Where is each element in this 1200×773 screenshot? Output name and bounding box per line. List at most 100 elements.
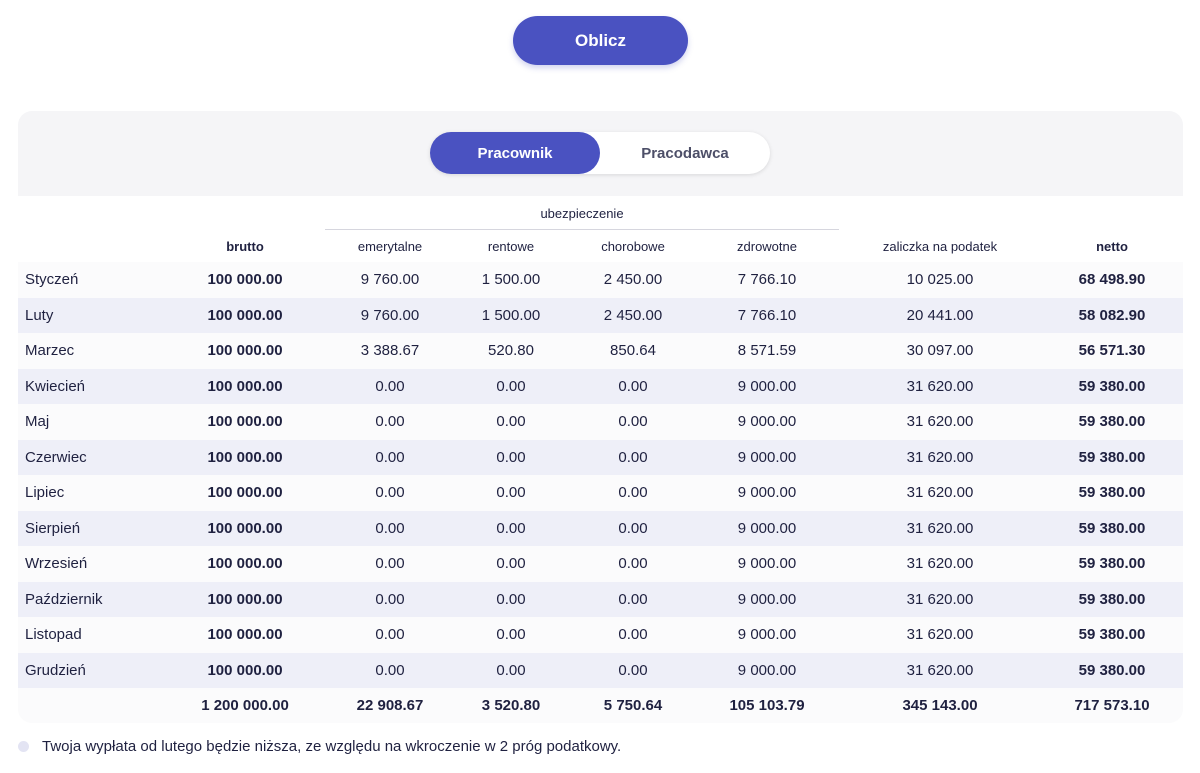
table-row: Kwiecień 100 000.00 0.00 0.00 0.00 9 000.00 31… (18, 368, 1183, 404)
header-net: netto (1096, 239, 1128, 254)
total-pension-cell: 22 908.67 (356, 697, 424, 714)
gross-cell: 100 000.00 (207, 555, 283, 572)
info-note-text: Twoja wypłata od lutego będzie niższa, z… (42, 737, 622, 755)
sickness-cell: 0.00 (618, 448, 648, 466)
tax-cell: 31 620.00 (906, 484, 974, 501)
month-cell: Luty (25, 306, 54, 324)
health-cell: 9 000.00 (737, 484, 797, 501)
gross-cell: 100 000.00 (207, 519, 283, 537)
month-cell: Listopad (25, 626, 82, 643)
net-cell: 58 082.90 (1078, 306, 1146, 324)
pension-cell: 0.00 (375, 377, 405, 395)
tab-employer[interactable]: Pracodawca (641, 144, 729, 162)
table-row: Wrzesień 100 000.00 0.00 0.00 0.00 9 000.00 31… (18, 546, 1183, 582)
header-pension: emerytalne (357, 239, 423, 254)
tax-cell: 30 097.00 (906, 342, 974, 359)
tax-cell: 31 620.00 (906, 661, 974, 679)
table-row: Lipiec 100 000.00 0.00 0.00 0.00 9 000.00 31 6… (18, 475, 1183, 511)
disability-cell: 1 500.00 (481, 271, 541, 288)
sickness-cell: 2 450.00 (603, 271, 663, 288)
disability-cell: 0.00 (496, 377, 526, 395)
totals-row: 1 200 000.00 22 908.67 3 520.80 5 750.64 105… (18, 688, 1183, 723)
month-cell: Lipiec (25, 484, 65, 501)
results-panel: Pracownik Pracodawca ubezpieczenie brutt… (18, 111, 1183, 723)
net-cell: 59 380.00 (1078, 590, 1146, 608)
pension-cell: 0.00 (375, 484, 405, 501)
tax-cell: 20 441.00 (906, 306, 974, 324)
health-cell: 9 000.00 (737, 519, 797, 537)
total-net-cell: 717 573.10 (1074, 697, 1150, 714)
disability-cell: 0.00 (496, 555, 526, 572)
month-cell: Maj (25, 413, 50, 430)
header-tax: zaliczka na podatek (882, 239, 998, 254)
calculate-button[interactable]: Oblicz (513, 16, 688, 65)
disability-cell: 0.00 (496, 626, 526, 643)
month-cell: Styczeń (25, 271, 79, 288)
gross-cell: 100 000.00 (207, 342, 283, 359)
insurance-group-header: ubezpieczenie (540, 206, 624, 221)
header-disability: rentowe (487, 239, 535, 254)
sickness-cell: 0.00 (618, 377, 648, 395)
month-cell: Marzec (25, 342, 75, 359)
table-row: Maj 100 000.00 0.00 0.00 0.00 9 000.00 31 620.… (18, 404, 1183, 440)
disability-cell: 520.80 (488, 342, 534, 359)
gross-cell: 100 000.00 (207, 626, 283, 643)
health-cell: 8 571.59 (737, 342, 797, 359)
header-health: zdrowotne (737, 239, 797, 254)
net-cell: 59 380.00 (1078, 448, 1146, 466)
net-cell: 59 380.00 (1078, 626, 1146, 643)
gross-cell: 100 000.00 (207, 377, 283, 395)
disability-cell: 0.00 (496, 590, 526, 608)
health-cell: 9 000.00 (737, 413, 797, 430)
tax-cell: 31 620.00 (906, 448, 974, 466)
total-tax-cell: 345 143.00 (902, 697, 978, 714)
table-row: Marzec 100 000.00 3 388.67 520.80 850.64 8 57… (18, 333, 1183, 369)
net-cell: 59 380.00 (1078, 555, 1146, 572)
gross-cell: 100 000.00 (207, 661, 283, 679)
sickness-cell: 0.00 (618, 484, 648, 501)
table-row: Czerwiec 100 000.00 0.00 0.00 0.00 9 000.00 31… (18, 439, 1183, 475)
pension-cell: 9 760.00 (360, 271, 420, 288)
table-row: Listopad 100 000.00 0.00 0.00 0.00 9 000.00 31… (18, 617, 1183, 653)
sickness-cell: 850.64 (610, 342, 656, 359)
pension-cell: 0.00 (375, 590, 405, 608)
pension-cell: 9 760.00 (360, 306, 420, 324)
net-cell: 59 380.00 (1078, 377, 1146, 395)
health-cell: 9 000.00 (737, 555, 797, 572)
gross-cell: 100 000.00 (207, 271, 283, 288)
sickness-cell: 2 450.00 (603, 306, 663, 324)
net-cell: 56 571.30 (1078, 342, 1146, 359)
gross-cell: 100 000.00 (207, 413, 283, 430)
pension-cell: 0.00 (375, 661, 405, 679)
net-cell: 59 380.00 (1078, 413, 1146, 430)
table-row: Luty 100 000.00 9 760.00 1 500.00 2 450.00 7 … (18, 297, 1183, 333)
month-cell: Październik (25, 590, 103, 608)
net-cell: 59 380.00 (1078, 484, 1146, 501)
net-cell: 68 498.90 (1078, 271, 1146, 288)
insurance-group-divider (325, 229, 839, 230)
net-cell: 59 380.00 (1078, 519, 1146, 537)
pension-cell: 0.00 (375, 519, 405, 537)
info-bullet-icon (18, 740, 29, 752)
table-row: Grudzień 100 000.00 0.00 0.00 0.00 9 000.00 31… (18, 652, 1183, 688)
sickness-cell: 0.00 (618, 555, 648, 572)
month-cell: Czerwiec (25, 448, 87, 466)
tax-cell: 10 025.00 (906, 271, 974, 288)
total-disability-cell: 3 520.80 (481, 697, 541, 714)
pension-cell: 3 388.67 (360, 342, 420, 359)
net-cell: 59 380.00 (1078, 661, 1146, 679)
table-row: Sierpień 100 000.00 0.00 0.00 0.00 9 000.00 31… (18, 510, 1183, 546)
health-cell: 9 000.00 (737, 661, 797, 679)
sickness-cell: 0.00 (618, 413, 648, 430)
pension-cell: 0.00 (375, 413, 405, 430)
sickness-cell: 0.00 (618, 590, 648, 608)
month-cell: Grudzień (25, 661, 86, 679)
tax-cell: 31 620.00 (906, 377, 974, 395)
sickness-cell: 0.00 (618, 626, 648, 643)
tab-employee[interactable]: Pracownik (430, 132, 600, 174)
health-cell: 9 000.00 (737, 626, 797, 643)
header-sickness: chorobowe (601, 239, 665, 254)
sickness-cell: 0.00 (618, 661, 648, 679)
gross-cell: 100 000.00 (207, 448, 283, 466)
table-row: Styczeń 100 000.00 9 760.00 1 500.00 2 450.0… (18, 262, 1183, 298)
